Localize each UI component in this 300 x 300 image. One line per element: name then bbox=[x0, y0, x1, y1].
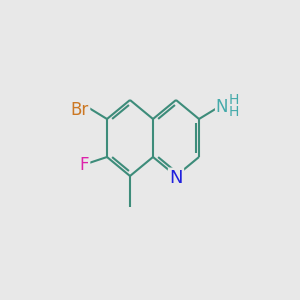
Text: N: N bbox=[169, 169, 183, 187]
Text: N: N bbox=[216, 98, 228, 116]
Text: H: H bbox=[229, 92, 239, 106]
Text: F: F bbox=[80, 156, 89, 174]
Text: Br: Br bbox=[71, 101, 89, 119]
Text: H: H bbox=[229, 106, 239, 119]
